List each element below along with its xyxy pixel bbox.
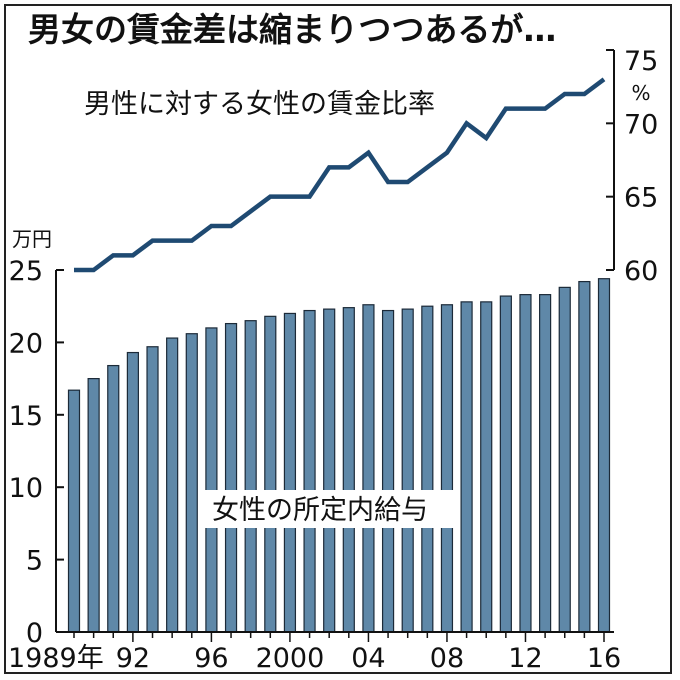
bar (303, 309, 316, 633)
bar (421, 305, 434, 633)
bar (578, 280, 591, 633)
bar (166, 337, 179, 633)
bar (597, 278, 611, 633)
x-tick-label: 92 (116, 643, 150, 674)
x-tick-label: 2000 (256, 643, 325, 674)
left-axis-unit: 万円 (12, 227, 52, 251)
bar (381, 309, 395, 633)
bar (519, 294, 532, 633)
x-tick-label: 96 (194, 643, 228, 674)
x-tick-label: 08 (430, 643, 464, 674)
bar (480, 301, 493, 633)
bar (323, 308, 336, 633)
bar (87, 378, 100, 633)
right-axis-ticks: 60 65 70 75 (606, 46, 658, 287)
line-series (73, 77, 606, 273)
left-tick-label: 5 (26, 546, 43, 577)
bar (499, 295, 512, 633)
bar (185, 333, 198, 633)
bar-series (67, 278, 611, 633)
bar (342, 307, 355, 633)
bar (558, 286, 571, 633)
right-tick-label: 75 (624, 46, 658, 77)
bar (401, 308, 414, 633)
left-tick-label: 15 (9, 401, 43, 432)
bar (362, 304, 375, 633)
right-tick-label: 70 (624, 109, 658, 140)
bar (440, 304, 454, 633)
bar (205, 327, 218, 633)
bar (67, 389, 81, 633)
bar (244, 320, 257, 633)
bar-series-label: 女性の所定内給与 (212, 495, 428, 526)
left-tick-label: 10 (9, 473, 43, 504)
x-axis-ticks: 1989年 92 96 2000 04 08 12 16 (8, 632, 621, 674)
line-series-label: 男性に対する女性の賃金比率 (84, 89, 435, 120)
chart-frame (4, 4, 672, 674)
x-tick-label: 1989年 (8, 643, 104, 674)
bar (146, 346, 159, 633)
bar (539, 294, 552, 633)
chart-title: 男女の賃金差は縮まりつつあるが… (28, 10, 556, 49)
bar (264, 315, 277, 633)
line-path (74, 77, 606, 273)
x-tick-label: 04 (351, 643, 385, 674)
bar (224, 322, 238, 633)
bar (460, 301, 473, 633)
x-tick-label: 12 (508, 643, 542, 674)
left-tick-label: 0 (26, 618, 43, 649)
right-tick-label: 65 (624, 183, 658, 214)
axes (55, 50, 615, 633)
right-tick-label: 60 (624, 256, 658, 287)
bar-series-label-bg (203, 490, 455, 528)
left-tick-label: 25 (9, 256, 43, 287)
right-axis-unit: % (631, 81, 650, 105)
bar (126, 351, 139, 633)
left-axis-ticks: 0 5 10 15 20 25 (9, 256, 64, 649)
bar (107, 364, 120, 633)
left-tick-label: 20 (9, 328, 43, 359)
bar (283, 312, 297, 633)
x-tick-label: 16 (587, 643, 621, 674)
